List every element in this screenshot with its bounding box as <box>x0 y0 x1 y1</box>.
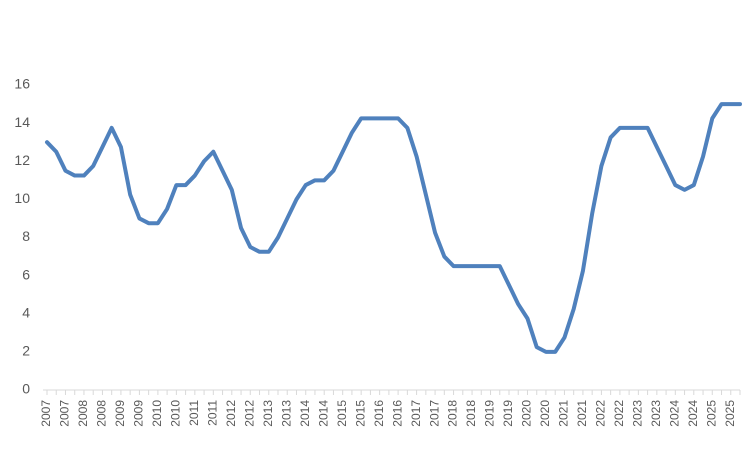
x-tick-label: 2010 <box>150 400 164 427</box>
x-tick-label: 2009 <box>132 400 146 427</box>
x-tick-label: 2014 <box>316 400 330 427</box>
x-tick-label: 2023 <box>649 400 663 427</box>
x-tick-label: 2019 <box>501 400 515 427</box>
y-tick-label: 16 <box>14 76 30 92</box>
y-tick-label: 0 <box>22 381 30 397</box>
y-tick-label: 8 <box>22 228 30 244</box>
x-tick-label: 2011 <box>205 400 219 426</box>
x-tick-label: 2008 <box>95 400 109 427</box>
x-tick-label: 2017 <box>427 400 441 427</box>
x-tick-label: 2007 <box>58 400 72 427</box>
x-tick-label: 2021 <box>575 400 589 427</box>
x-tick-label: 2008 <box>76 400 90 427</box>
x-tick-label: 2024 <box>686 400 700 427</box>
x-tick-label: 2011 <box>187 400 201 426</box>
x-tick-label: 2013 <box>279 400 293 427</box>
line-series <box>45 102 742 354</box>
x-tick-label: 2018 <box>446 400 460 427</box>
x-tick-label: 2015 <box>353 400 367 427</box>
y-tick-label: 10 <box>14 190 30 206</box>
x-tick-label: 2025 <box>723 400 737 427</box>
x-tick-label: 2021 <box>557 400 571 427</box>
y-tick-label: 2 <box>22 343 30 359</box>
y-tick-label: 12 <box>14 152 30 168</box>
x-tick-label: 2012 <box>224 400 238 427</box>
x-tick-label: 2016 <box>372 400 386 427</box>
x-tick-label: 2023 <box>631 400 645 427</box>
x-tick-label: 2012 <box>242 400 256 427</box>
x-tick-label: 2014 <box>298 400 312 427</box>
y-tick-label: 14 <box>14 114 30 130</box>
x-tick-label: 2020 <box>520 400 534 427</box>
x-tick-label: 2019 <box>483 400 497 427</box>
x-tick-label: 2022 <box>612 400 626 427</box>
x-tick-label: 2018 <box>464 400 478 427</box>
x-tick-label: 2024 <box>667 400 681 427</box>
x-tick-label: 2010 <box>169 400 183 427</box>
y-tick-label: 6 <box>22 266 30 282</box>
x-tick-label: 2022 <box>594 400 608 427</box>
x-tick-label: 2009 <box>113 400 127 427</box>
y-tick-label: 4 <box>22 304 30 320</box>
x-tick-label: 2016 <box>390 400 404 427</box>
x-tick-label: 2025 <box>704 400 718 427</box>
x-tick-label: 2015 <box>335 400 349 427</box>
x-tick-label: 2020 <box>538 400 552 427</box>
x-tick-label: 2007 <box>39 400 53 427</box>
x-tick-label: 2017 <box>409 400 423 427</box>
x-tick-label: 2013 <box>261 400 275 427</box>
